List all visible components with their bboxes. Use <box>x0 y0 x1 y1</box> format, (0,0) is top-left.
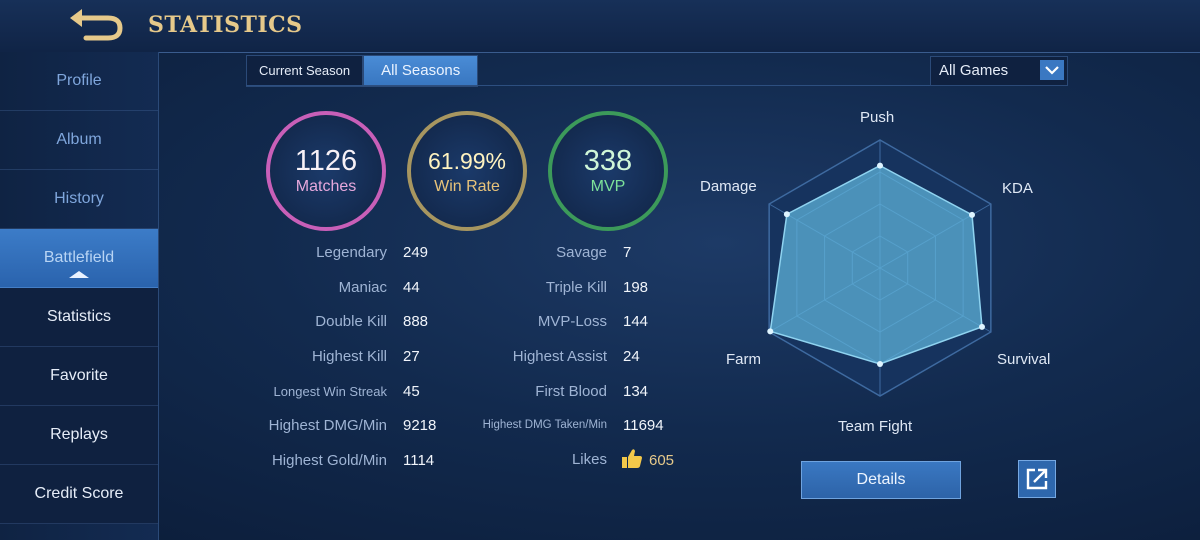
stat-label-first-blood: First Blood <box>535 383 607 400</box>
stat-value-first-blood: 134 <box>623 383 649 400</box>
sidebar-item-credit-score[interactable]: Credit Score <box>0 465 158 524</box>
radar-chart <box>767 139 992 397</box>
sidebar-item-label: History <box>54 190 104 207</box>
radar-point-kda <box>969 211 976 218</box>
sidebar-item-label: Favorite <box>50 367 108 384</box>
radar-label-push: Push <box>860 109 895 126</box>
stat-label-triple-kill: Triple Kill <box>545 279 607 296</box>
radar-point-damage <box>783 211 790 218</box>
win-rate-label: Win Rate <box>434 177 500 195</box>
stat-value-triple-kill: 198 <box>623 279 649 296</box>
chevron-down-icon <box>1040 60 1064 80</box>
sidebar-item-label: Battlefield <box>43 248 115 266</box>
win-rate-badge: 61.99% Win Rate <box>407 111 527 231</box>
stat-label-savage: Savage <box>556 244 607 261</box>
mvp-value: 338 <box>583 144 633 177</box>
stat-value-highest-gold-min: 1114 <box>403 452 435 469</box>
back-arrow-icon <box>70 9 123 41</box>
stat-value-highest-dmg-min: 9218 <box>403 417 437 434</box>
stat-label-highest-dmg-min: Highest DMG/Min <box>268 417 387 434</box>
stat-value-longest-win-streak: 45 <box>403 383 420 400</box>
stat-label-double-kill: Double Kill <box>315 313 387 330</box>
back-button[interactable] <box>66 8 128 42</box>
sidebar-item-replays[interactable]: Replays <box>0 406 158 465</box>
matches-value: 1126 <box>294 144 358 177</box>
mvp-badge: 338 MVP <box>548 111 668 231</box>
sidebar-item-label: Profile <box>56 72 102 89</box>
stat-label-longest-win-streak: Longest Win Streak <box>273 384 387 399</box>
sidebar-item-history[interactable]: History <box>0 170 158 229</box>
stat-value-highest-kill: 27 <box>403 348 420 365</box>
sidebar-item-label: Album <box>56 131 102 148</box>
matches-label: Matches <box>295 177 357 195</box>
radar-label-survival: Survival <box>997 351 1051 368</box>
stat-value-likes: 605 <box>649 452 675 469</box>
sidebar-item-label: Statistics <box>46 308 111 325</box>
top-bar: STATISTICS <box>0 0 1200 53</box>
performance-radar: Push KDA Survival Team Fight Farm Damage <box>690 100 1070 440</box>
radar-label-farm: Farm <box>726 351 761 368</box>
sidebar-item-battlefield[interactable]: Battlefield <box>0 229 158 288</box>
radar-point-survival <box>978 323 985 330</box>
share-button[interactable] <box>1018 460 1056 498</box>
sidebar-item-profile[interactable]: Profile <box>0 52 158 111</box>
radar-point-team-fight <box>877 361 883 367</box>
game-filter-value: All Games <box>939 62 1009 79</box>
stat-value-legendary: 249 <box>403 244 429 261</box>
stat-label-maniac: Maniac <box>338 279 387 296</box>
radar-label-damage: Damage <box>700 178 757 195</box>
page-title: STATISTICS <box>148 12 303 38</box>
stat-label-mvp-loss: MVP-Loss <box>537 313 607 330</box>
stat-label-legendary: Legendary <box>316 244 387 261</box>
radar-point-push <box>877 162 883 169</box>
share-icon <box>1026 468 1048 490</box>
sidebar-item-label: Credit Score <box>34 485 124 502</box>
stat-label-highest-kill: Highest Kill <box>311 348 387 365</box>
radar-label-team-fight: Team Fight <box>838 418 913 435</box>
stat-value-savage: 7 <box>623 244 632 261</box>
stat-value-highest-assist: 24 <box>623 348 640 365</box>
radar-label-kda: KDA <box>1002 180 1033 197</box>
stat-label-likes: Likes <box>571 451 607 468</box>
stat-label-highest-assist: Highest Assist <box>512 348 607 365</box>
stat-value-highest-dmg-taken-min: 11694 <box>623 417 664 434</box>
thumbs-up-icon <box>622 449 642 468</box>
game-filter-dropdown[interactable]: All Games <box>930 56 1068 86</box>
sidebar-item-label: Replays <box>50 426 108 443</box>
chevron-up-icon <box>69 270 89 278</box>
matches-badge: 1126 Matches <box>266 111 386 231</box>
stat-value-maniac: 44 <box>403 279 420 296</box>
sidebar-item-album[interactable]: Album <box>0 111 158 170</box>
radar-point-farm <box>767 328 774 335</box>
sidebar-item-favorite[interactable]: Favorite <box>0 347 158 406</box>
stat-label-highest-dmg-taken-min: Highest DMG Taken/Min <box>482 419 607 431</box>
mvp-label: MVP <box>590 177 626 195</box>
win-rate-value: 61.99% <box>427 147 506 174</box>
details-button[interactable]: Details <box>801 461 961 499</box>
stat-label-highest-gold-min: Highest Gold/Min <box>271 452 387 469</box>
season-tabs: Current Season All Seasons <box>246 55 479 87</box>
tab-divider <box>246 85 1066 86</box>
stat-value-mvp-loss: 144 <box>623 313 649 330</box>
sidebar-item-statistics[interactable]: Statistics <box>0 288 158 347</box>
sidebar: Profile Album History Battlefield Statis… <box>0 52 159 540</box>
tab-all-seasons[interactable]: All Seasons <box>363 55 479 87</box>
stat-value-double-kill: 888 <box>403 313 429 330</box>
tab-current-season[interactable]: Current Season <box>246 55 364 87</box>
